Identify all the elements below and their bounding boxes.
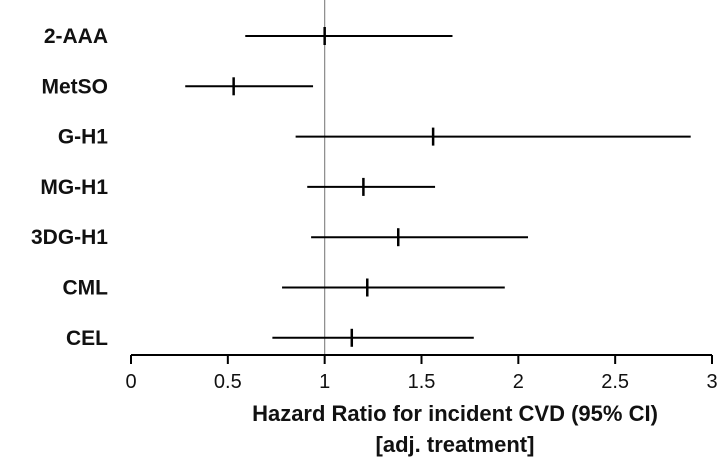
category-label-cel: CEL bbox=[66, 327, 108, 350]
category-label-metso: MetSO bbox=[41, 75, 108, 98]
category-label-3dg-h1: 3DG-H1 bbox=[31, 226, 108, 249]
x-tick-label-5: 2.5 bbox=[601, 371, 629, 393]
category-label-2-aaa: 2-AAA bbox=[44, 25, 108, 48]
x-tick-label-3: 1.5 bbox=[408, 371, 436, 393]
category-label-mg-h1: MG-H1 bbox=[40, 176, 108, 199]
x-axis-title-line1: Hazard Ratio for incident CVD (95% CI) bbox=[252, 401, 658, 426]
category-label-g-h1: G-H1 bbox=[58, 126, 108, 149]
x-axis-title-line2: [adj. treatment] bbox=[376, 432, 535, 457]
x-tick-label-6: 3 bbox=[706, 371, 717, 393]
x-tick-label-1: 0.5 bbox=[214, 371, 242, 393]
x-tick-label-2: 1 bbox=[319, 371, 330, 393]
x-tick-label-0: 0 bbox=[125, 371, 136, 393]
x-tick-label-4: 2 bbox=[513, 371, 524, 393]
category-label-cml: CML bbox=[63, 277, 109, 300]
